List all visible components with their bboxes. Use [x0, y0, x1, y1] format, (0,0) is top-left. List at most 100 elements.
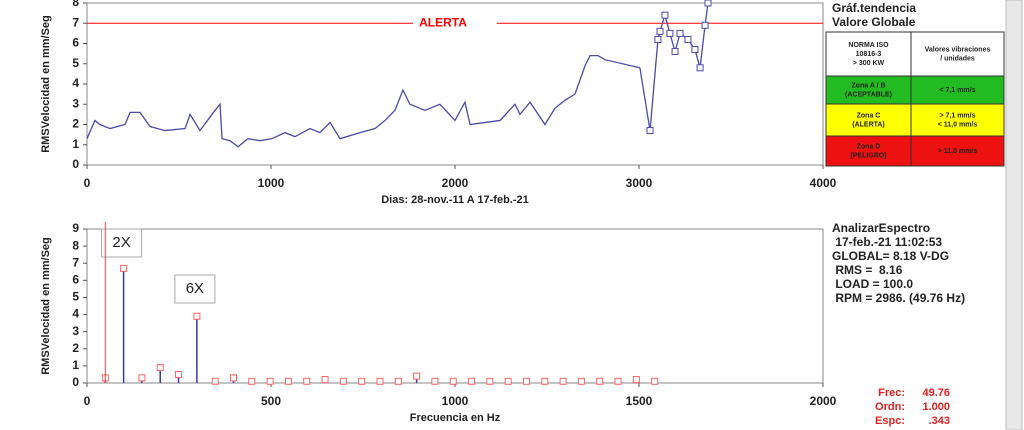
- trend-marker: [666, 29, 674, 37]
- annotation: 6X: [186, 280, 204, 297]
- y-tick-label: 7: [72, 255, 79, 269]
- y-tick-label: 4: [72, 307, 79, 321]
- x-axis-label: Frecuencia en Hz: [410, 412, 501, 424]
- table-text: < 11,0 mm/s: [938, 121, 978, 128]
- table-text: Valores vibraciones: [925, 46, 991, 53]
- peak-marker: [577, 377, 585, 385]
- peak-marker: [266, 377, 274, 385]
- readout-value: 1.000: [922, 401, 950, 413]
- scrollbar[interactable]: [1005, 0, 1023, 430]
- peak-marker: [504, 377, 512, 385]
- peak-marker: [651, 377, 659, 385]
- table-cell: [825, 103, 912, 137]
- table-text: (ALERTA): [852, 121, 885, 128]
- table-text: (ACEPTABLE): [845, 91, 892, 98]
- y-tick-label: 5: [72, 56, 79, 70]
- peak-marker: [394, 377, 402, 385]
- peak-marker: [541, 377, 549, 385]
- y-tick-label: 5: [72, 290, 79, 304]
- spectrum-info: GLOBAL= 8.18 V-DG: [832, 249, 949, 263]
- peak-marker: [559, 377, 567, 385]
- readout-label: Espc:: [875, 415, 905, 427]
- table-cell: [910, 75, 1005, 105]
- peak-marker: [284, 377, 292, 385]
- trend-line: [86, 55, 641, 148]
- peak-marker: [376, 377, 384, 385]
- x-tick-label: 1000: [258, 176, 285, 190]
- table-text: / unidades: [940, 55, 975, 62]
- peak-marker: [120, 264, 128, 272]
- x-tick-label: 1500: [626, 394, 653, 408]
- y-tick-label: 4: [72, 76, 79, 90]
- peak-marker: [339, 377, 347, 385]
- peak-marker: [358, 377, 366, 385]
- peak-marker: [321, 376, 329, 384]
- table-cell: [910, 135, 1005, 167]
- annotation-box: [101, 228, 143, 258]
- alert-label: ALERTA: [419, 15, 467, 29]
- annotation: 2X: [112, 234, 130, 251]
- peak-marker: [486, 377, 494, 385]
- readout-value: .343: [929, 415, 950, 427]
- table-text: < 7,1 mm/s: [940, 87, 976, 94]
- y-tick-label: 2: [72, 341, 79, 355]
- y-tick-label: 6: [72, 273, 79, 287]
- y-tick-label: 0: [72, 375, 79, 389]
- trend-marker: [704, 0, 712, 7]
- table-cell: [910, 103, 1005, 137]
- peak-marker: [413, 372, 421, 380]
- table-text: Zona C: [857, 112, 881, 119]
- x-tick-label: 3000: [626, 176, 653, 190]
- y-tick-label: 1: [72, 137, 79, 151]
- peak-marker: [468, 377, 476, 385]
- readout-value: 49.76: [922, 387, 950, 399]
- y-tick-label: 8: [72, 0, 79, 9]
- spectrum-info: LOAD = 100.0: [832, 277, 913, 291]
- peak-marker: [522, 377, 530, 385]
- x-tick-label: 0: [84, 394, 91, 408]
- x-tick-label: 2000: [442, 176, 469, 190]
- y-axis-label: RMSVelocidad en mm/Seg: [40, 15, 52, 153]
- table-text: > 7,1 mm/s: [940, 112, 976, 119]
- table-text: 10816-3: [856, 51, 882, 58]
- panel-title: Gráf.tendencia: [832, 1, 916, 15]
- y-tick-label: 6: [72, 36, 79, 50]
- x-tick-label: 500: [261, 394, 281, 408]
- trend-marker: [661, 11, 669, 19]
- peak-marker: [614, 377, 622, 385]
- table-cell: [825, 75, 912, 105]
- spectrum-info: 17-feb.-21 11:02:53: [832, 235, 942, 249]
- x-tick-label: 1000: [442, 394, 469, 408]
- spectrum-info: RPM = 2986. (49.76 Hz): [832, 291, 965, 305]
- panel-subtitle: Valore Globale: [832, 15, 916, 29]
- spectrum-info: AnalizarEspectro: [832, 221, 930, 235]
- y-tick-label: 0: [72, 157, 79, 171]
- trend-marker: [696, 64, 704, 72]
- table-cell: [910, 31, 1005, 77]
- x-tick-label: 2000: [810, 394, 837, 408]
- trend-marker: [701, 21, 709, 29]
- peak-marker: [449, 377, 457, 385]
- y-tick-label: 8: [72, 238, 79, 252]
- x-tick-label: 4000: [810, 176, 837, 190]
- peak-marker: [596, 377, 604, 385]
- trend-marker: [656, 27, 664, 35]
- peak-marker: [303, 377, 311, 385]
- annotation-box: [174, 274, 216, 304]
- table-text: NORMA ISO: [848, 42, 889, 49]
- table-text: Zona D: [857, 143, 881, 150]
- trend-marker: [684, 35, 692, 43]
- table-text: Zona A / B: [851, 82, 885, 89]
- peak-marker: [431, 377, 439, 385]
- alert-label-bg: [413, 15, 497, 32]
- table-cell: [825, 135, 912, 167]
- peak-marker: [193, 312, 201, 320]
- readout-label: Frec:: [878, 387, 905, 399]
- y-tick-label: 7: [72, 15, 79, 29]
- series-connector: [639, 67, 651, 131]
- readout-label: Ordn:: [875, 401, 905, 413]
- table-text: > 300 KW: [853, 60, 885, 67]
- peak-marker: [175, 370, 183, 378]
- table-text: (PELIGRO): [850, 152, 886, 159]
- peak-marker: [138, 374, 146, 382]
